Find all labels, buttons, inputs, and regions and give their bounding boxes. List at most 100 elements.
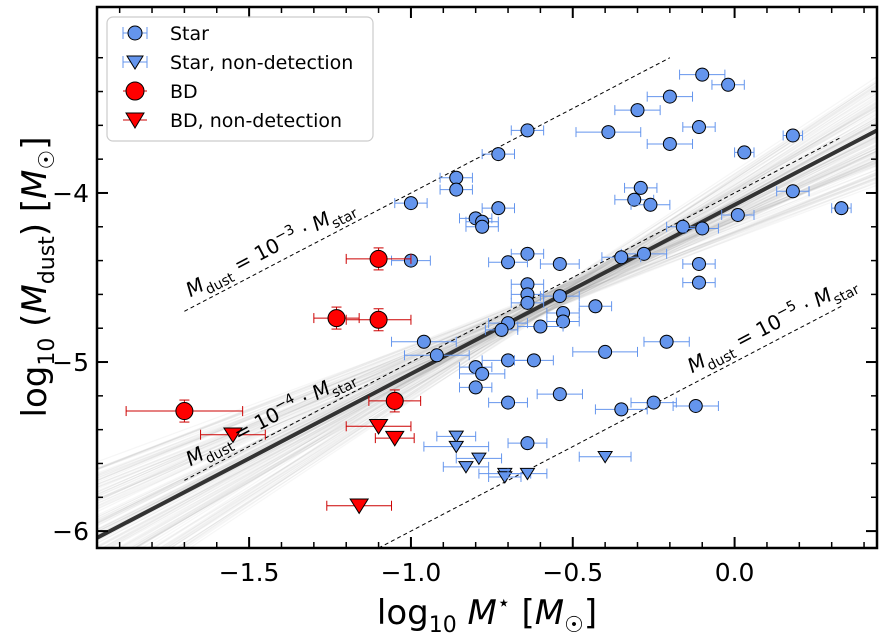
fit-sample-line xyxy=(164,85,877,548)
fit-sample-line xyxy=(97,130,877,548)
marker xyxy=(721,77,736,92)
marker xyxy=(588,299,603,314)
star-point xyxy=(614,103,661,118)
marker xyxy=(369,249,388,268)
bd-point xyxy=(125,399,244,423)
marker xyxy=(449,170,464,185)
star-point xyxy=(578,299,613,314)
marker xyxy=(349,498,370,515)
fit-sample-line xyxy=(97,177,877,476)
ratio-line xyxy=(184,136,842,481)
fit-sample-line xyxy=(184,87,877,548)
star-point xyxy=(711,77,745,92)
star-point xyxy=(481,147,516,162)
star-point xyxy=(782,128,804,143)
best-fit-line xyxy=(97,128,877,540)
fit-sample-line xyxy=(133,119,877,548)
fit-sample-line xyxy=(97,136,877,526)
ratio-lines xyxy=(184,57,842,548)
bd-point xyxy=(345,247,412,271)
bd-point xyxy=(313,306,360,330)
legend-item-bd-nondetection: BD, non-detection xyxy=(123,110,342,132)
marker xyxy=(662,136,677,151)
marker xyxy=(501,395,516,410)
fit-sample-line xyxy=(133,118,877,548)
star-point xyxy=(507,436,548,451)
star-point xyxy=(465,219,499,234)
fit-sample-line xyxy=(97,123,877,524)
fit-sample-line xyxy=(97,117,877,536)
star-point xyxy=(575,125,642,140)
ratio-line xyxy=(184,57,671,312)
y-tick-label: −5 xyxy=(52,348,89,377)
marker xyxy=(448,430,465,444)
fit-sample-line xyxy=(97,174,877,463)
fit-sample-line xyxy=(107,122,877,548)
fit-sample-line xyxy=(97,154,877,497)
marker xyxy=(327,309,346,328)
star-point xyxy=(481,201,516,216)
star-point xyxy=(734,145,755,160)
fit-sample-line xyxy=(177,81,877,548)
fit-sample-line xyxy=(97,178,877,474)
fit-sample-line xyxy=(101,121,877,548)
bd-non-detection-point xyxy=(200,427,266,444)
fit-sample-line xyxy=(97,144,877,539)
x-tick-label: 0.0 xyxy=(715,558,755,587)
marker xyxy=(614,250,629,265)
marker xyxy=(691,275,706,290)
x-tick-label: −1.5 xyxy=(219,558,280,587)
marker xyxy=(630,103,645,118)
star-point xyxy=(646,136,694,151)
fit-sample-line xyxy=(188,90,877,548)
marker xyxy=(785,128,800,143)
star-point xyxy=(666,219,700,234)
legend-label-star: Star xyxy=(170,23,209,45)
fit-sample-line xyxy=(97,175,877,469)
marker xyxy=(834,201,849,216)
fit-sample-line xyxy=(97,169,877,471)
star-point xyxy=(458,380,493,395)
marker xyxy=(468,380,483,395)
best-fit-line xyxy=(97,128,877,540)
ratio-annotation: Mdust = 10−5 · Mstar xyxy=(682,268,862,382)
star-point xyxy=(510,277,545,292)
star-point xyxy=(484,322,519,337)
star-point xyxy=(682,256,716,271)
fit-sample-line xyxy=(109,134,877,548)
fit-sample-line xyxy=(97,141,877,503)
marker xyxy=(403,196,418,211)
star-non-detection-point xyxy=(442,461,490,474)
x-tick-labels: −1.5 −1.0 −0.5 0.0 xyxy=(219,558,755,587)
legend-marker-star-nondetection xyxy=(126,55,144,70)
marker xyxy=(416,334,431,349)
marker xyxy=(636,246,651,261)
star-point xyxy=(776,184,810,199)
marker xyxy=(533,319,548,334)
star-point xyxy=(394,196,428,211)
fit-sample-line xyxy=(169,102,877,548)
star-point xyxy=(624,180,658,195)
fit-sample-line xyxy=(118,113,877,548)
marker xyxy=(501,353,516,368)
marker xyxy=(633,180,648,195)
marker xyxy=(520,295,535,310)
star-point xyxy=(458,366,506,381)
star-point xyxy=(682,120,716,135)
x-axis-label: log10 M⋆ [M☉] xyxy=(377,591,597,638)
marker xyxy=(691,120,706,135)
star-point xyxy=(539,256,580,271)
fit-sample-line xyxy=(169,85,877,548)
fit-sample-line xyxy=(97,164,877,470)
fit-sample-line xyxy=(97,164,877,471)
marker xyxy=(691,256,706,271)
star-point xyxy=(643,334,690,349)
star-point xyxy=(630,395,677,410)
fit-sample-line xyxy=(97,156,877,524)
fit-sample-line xyxy=(97,162,877,481)
fit-sample-line xyxy=(97,139,877,547)
fit-sample-line xyxy=(97,119,877,538)
fit-sample-line xyxy=(175,94,877,548)
fit-sample-line xyxy=(97,124,877,523)
